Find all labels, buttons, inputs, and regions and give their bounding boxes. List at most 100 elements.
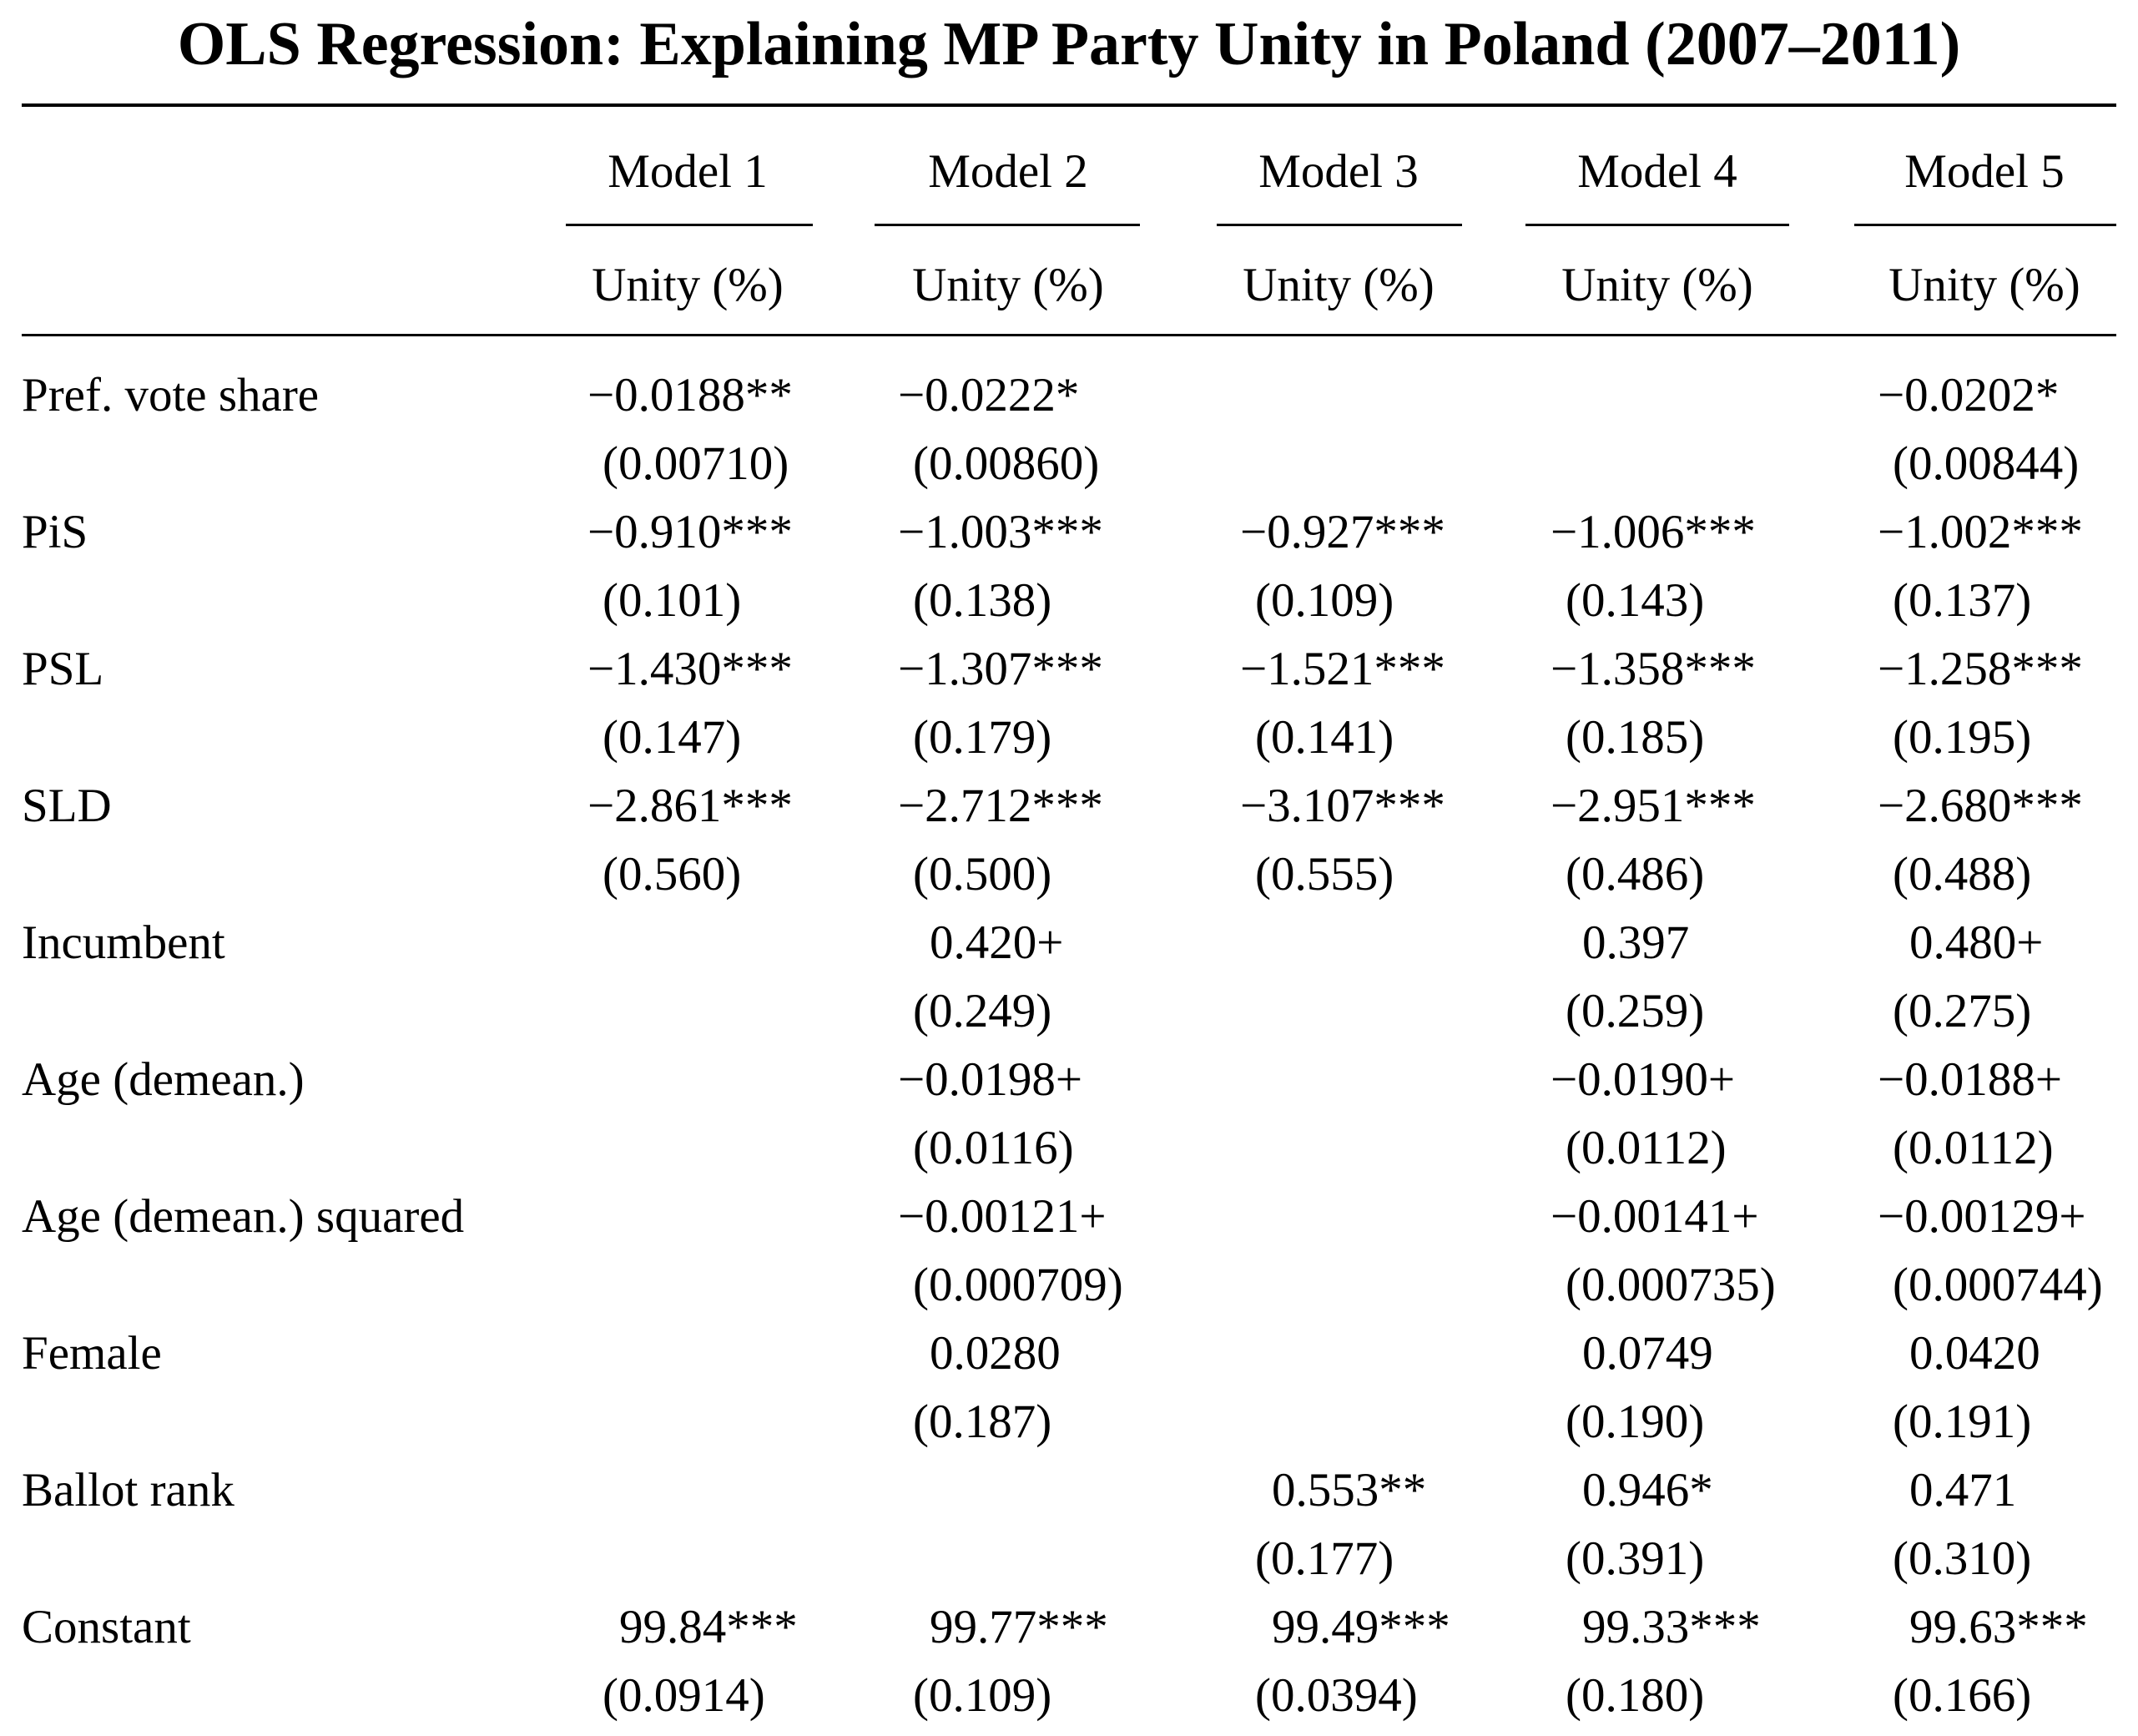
coefficient-cell: 0.0420	[1909, 1327, 2040, 1380]
column-header-dependent-variable: Unity (%)	[1561, 259, 1753, 311]
coefficient-cell: −0.910***	[587, 506, 793, 558]
row-label: Female	[22, 1327, 162, 1380]
standard-error-cell: (0.185)	[1566, 711, 1705, 764]
coefficient-cell: 99.84***	[619, 1601, 798, 1653]
column-header-underline	[1217, 224, 1462, 226]
coefficient-cell: 0.397	[1582, 916, 1690, 969]
standard-error-cell: (0.00710)	[603, 437, 789, 490]
standard-error-cell: (0.486)	[1566, 848, 1705, 901]
column-header-underline	[566, 224, 813, 226]
standard-error-cell: (0.0394)	[1255, 1669, 1418, 1722]
coefficient-cell: 0.480+	[1909, 916, 2044, 969]
coefficient-cell: 0.471	[1909, 1464, 2017, 1516]
standard-error-cell: (0.00860)	[913, 437, 1100, 490]
coefficient-cell: −1.521***	[1240, 643, 1445, 695]
standard-error-cell: (0.259)	[1566, 985, 1705, 1037]
standard-error-cell: (0.177)	[1255, 1532, 1394, 1585]
standard-error-cell: (0.141)	[1255, 711, 1394, 764]
column-header-underline	[1525, 224, 1789, 226]
row-label: Pref. vote share	[22, 369, 320, 421]
column-header-dependent-variable: Unity (%)	[912, 259, 1104, 311]
standard-error-cell: (0.101)	[603, 574, 742, 627]
coefficient-cell: −2.712***	[898, 780, 1103, 832]
coefficient-cell: 0.0749	[1582, 1327, 1713, 1380]
coefficient-cell: −0.0188**	[587, 369, 793, 421]
coefficient-cell: −0.0198+	[898, 1053, 1083, 1106]
coefficient-cell: −0.927***	[1240, 506, 1445, 558]
coefficient-cell: 99.63***	[1909, 1601, 2088, 1653]
standard-error-cell: (0.147)	[603, 711, 742, 764]
standard-error-cell: (0.109)	[913, 1669, 1052, 1722]
table-title: OLS Regression: Explaining MP Party Unit…	[177, 10, 1961, 78]
coefficient-cell: 99.77***	[930, 1601, 1108, 1653]
coefficient-cell: −0.0222*	[898, 369, 1080, 421]
coefficient-cell: −0.00129+	[1878, 1190, 2086, 1243]
standard-error-cell: (0.560)	[603, 848, 742, 901]
row-label: Ballot rank	[22, 1464, 234, 1516]
coefficient-cell: −1.307***	[898, 643, 1103, 695]
standard-error-cell: (0.310)	[1893, 1532, 2032, 1585]
standard-error-cell: (0.138)	[913, 574, 1052, 627]
coefficient-cell: −1.006***	[1551, 506, 1756, 558]
column-header-dependent-variable: Unity (%)	[1243, 259, 1435, 311]
column-header-model: Model 3	[1258, 145, 1419, 198]
coefficient-cell: 0.0280	[930, 1327, 1061, 1380]
standard-error-cell: (0.166)	[1893, 1669, 2032, 1722]
standard-error-cell: (0.000744)	[1893, 1259, 2103, 1311]
coefficient-cell: −1.002***	[1878, 506, 2083, 558]
coefficient-cell: −1.003***	[898, 506, 1103, 558]
coefficient-cell: −0.00141+	[1551, 1190, 1759, 1243]
coefficient-cell: 0.553**	[1272, 1464, 1427, 1516]
column-header-model: Model 4	[1577, 145, 1737, 198]
coefficient-cell: −1.430***	[587, 643, 793, 695]
coefficient-cell: 99.33***	[1582, 1601, 1761, 1653]
coefficient-cell: −0.0202*	[1878, 369, 2060, 421]
standard-error-cell: (0.500)	[913, 848, 1052, 901]
coefficient-cell: −0.0190+	[1551, 1053, 1736, 1106]
standard-error-cell: (0.195)	[1893, 711, 2032, 764]
row-label: SLD	[22, 780, 112, 832]
standard-error-cell: (0.555)	[1255, 848, 1394, 901]
coefficient-cell: −1.358***	[1551, 643, 1756, 695]
row-label: PSL	[22, 643, 104, 695]
row-label: Age (demean.) squared	[22, 1190, 465, 1243]
standard-error-cell: (0.187)	[913, 1395, 1052, 1448]
column-header-model: Model 5	[1904, 145, 2065, 198]
row-label: Incumbent	[22, 916, 225, 969]
standard-error-cell: (0.391)	[1566, 1532, 1705, 1585]
coefficient-cell: 0.420+	[930, 916, 1064, 969]
column-header-model: Model 1	[608, 145, 768, 198]
standard-error-cell: (0.000735)	[1566, 1259, 1776, 1311]
standard-error-cell: (0.249)	[913, 985, 1052, 1037]
standard-error-cell: (0.488)	[1893, 848, 2032, 901]
standard-error-cell: (0.0914)	[603, 1669, 765, 1722]
column-header-dependent-variable: Unity (%)	[592, 259, 784, 311]
coefficient-cell: −1.258***	[1878, 643, 2083, 695]
standard-error-cell: (0.190)	[1566, 1395, 1705, 1448]
column-header-underline	[1854, 224, 2116, 226]
coefficient-cell: 99.49***	[1272, 1601, 1450, 1653]
column-header-dependent-variable: Unity (%)	[1888, 259, 2080, 311]
coefficient-cell: −0.00121+	[898, 1190, 1107, 1243]
column-header-model: Model 2	[928, 145, 1088, 198]
coefficient-cell: −0.0188+	[1878, 1053, 2063, 1106]
coefficient-cell: −3.107***	[1240, 780, 1445, 832]
standard-error-cell: (0.0116)	[913, 1122, 1074, 1174]
standard-error-cell: (0.0112)	[1566, 1122, 1727, 1174]
standard-error-cell: (0.275)	[1893, 985, 2032, 1037]
standard-error-cell: (0.180)	[1566, 1669, 1705, 1722]
header-rule	[22, 334, 2116, 336]
coefficient-cell: −2.680***	[1878, 780, 2083, 832]
coefficient-cell: −2.861***	[587, 780, 793, 832]
standard-error-cell: (0.0112)	[1893, 1122, 2054, 1174]
row-label: Constant	[22, 1601, 191, 1653]
top-rule	[22, 103, 2116, 107]
standard-error-cell: (0.191)	[1893, 1395, 2032, 1448]
standard-error-cell: (0.00844)	[1893, 437, 2080, 490]
coefficient-cell: −2.951***	[1551, 780, 1756, 832]
standard-error-cell: (0.179)	[913, 711, 1052, 764]
standard-error-cell: (0.143)	[1566, 574, 1705, 627]
row-label: PiS	[22, 506, 88, 558]
standard-error-cell: (0.137)	[1893, 574, 2032, 627]
row-label: Age (demean.)	[22, 1053, 305, 1106]
